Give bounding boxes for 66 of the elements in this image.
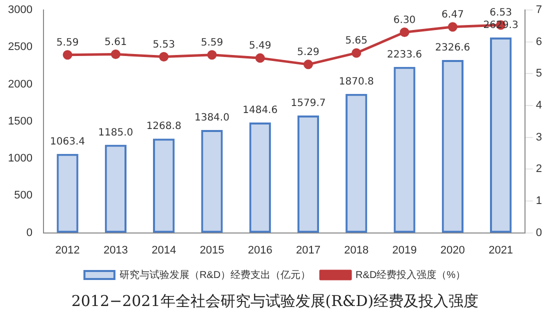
y2-tick-label: 3	[536, 131, 542, 144]
y-tick-label: 500	[14, 190, 32, 202]
x-tick-label: 2017	[296, 244, 320, 256]
y-tick-label: 2500	[8, 41, 32, 54]
data-label: 1579.7	[290, 98, 326, 110]
data-label: 1185.0	[98, 127, 134, 138]
data-label: 5.65	[345, 36, 368, 47]
x-tick-label: 2021	[488, 244, 514, 256]
data-label: 1384.0	[194, 112, 230, 124]
x-tick-label: 2014	[152, 244, 176, 256]
x-tick-label: 2019	[392, 244, 417, 256]
point	[255, 53, 265, 63]
bar	[201, 130, 223, 233]
x-tick-label: 2012	[55, 244, 80, 256]
bar	[346, 94, 368, 233]
y-tick-label: 1000	[8, 152, 32, 165]
text: 2012−2021年全社会研究与试验发展(R&D)经费及投入强度	[70, 292, 480, 311]
bar	[249, 122, 271, 233]
bar	[152, 138, 175, 233]
point	[207, 50, 217, 60]
data-label: 6.30	[393, 14, 416, 26]
point	[303, 60, 313, 70]
bar	[394, 66, 416, 233]
x-tick-label: 2018	[344, 244, 369, 256]
point	[62, 50, 72, 60]
point	[159, 52, 169, 62]
data-label: 1870.8	[338, 76, 374, 88]
point	[400, 28, 410, 38]
data-label: 2326.6	[435, 42, 470, 54]
point	[110, 49, 120, 59]
bar	[490, 38, 512, 233]
data-label: 2233.6	[387, 50, 422, 61]
data-label: 6.53	[490, 8, 512, 19]
y2-tick-label: 0	[536, 226, 542, 239]
bar	[442, 60, 464, 233]
data-label: 5.49	[248, 40, 272, 52]
y-tick-label: 1500	[8, 115, 32, 128]
bar	[56, 154, 78, 233]
data-label: 6.47	[442, 9, 464, 20]
data-label: 5.61	[104, 36, 127, 48]
data-label: 1063.4	[50, 136, 86, 148]
y2-tick-label: 7	[536, 4, 542, 16]
point	[352, 48, 362, 58]
legend-label: 研究与试验发展（R&D）经费支出（亿元）	[119, 268, 311, 281]
bar	[297, 115, 320, 233]
y-tick-label: 2000	[8, 78, 32, 90]
data-label: 1268.8	[146, 121, 182, 132]
y2-tick-label: 4	[536, 100, 542, 112]
y2-tick-label: 1	[536, 195, 542, 208]
data-label: 5.29	[297, 47, 320, 58]
x-tick-label: 2020	[440, 244, 465, 256]
y2-tick-label: 6	[536, 36, 542, 48]
x-tick-label: 2016	[248, 244, 272, 256]
x-tick-label: 2013	[103, 244, 128, 256]
data-label: 5.53	[152, 39, 175, 50]
point	[448, 22, 458, 32]
data-label: 5.59	[56, 37, 79, 48]
data-label: 1484.6	[242, 105, 278, 116]
y-tick-label: 3000	[8, 4, 32, 16]
data-label: 5.59	[200, 37, 224, 48]
bar	[104, 144, 127, 233]
x-tick-label: 2015	[200, 244, 224, 256]
y2-tick-label: 5	[536, 68, 542, 80]
y2-tick-label: 2	[536, 163, 542, 176]
y-tick-label: 0	[26, 226, 32, 239]
legend-label: R&D经费投入强度（%）	[356, 268, 466, 281]
